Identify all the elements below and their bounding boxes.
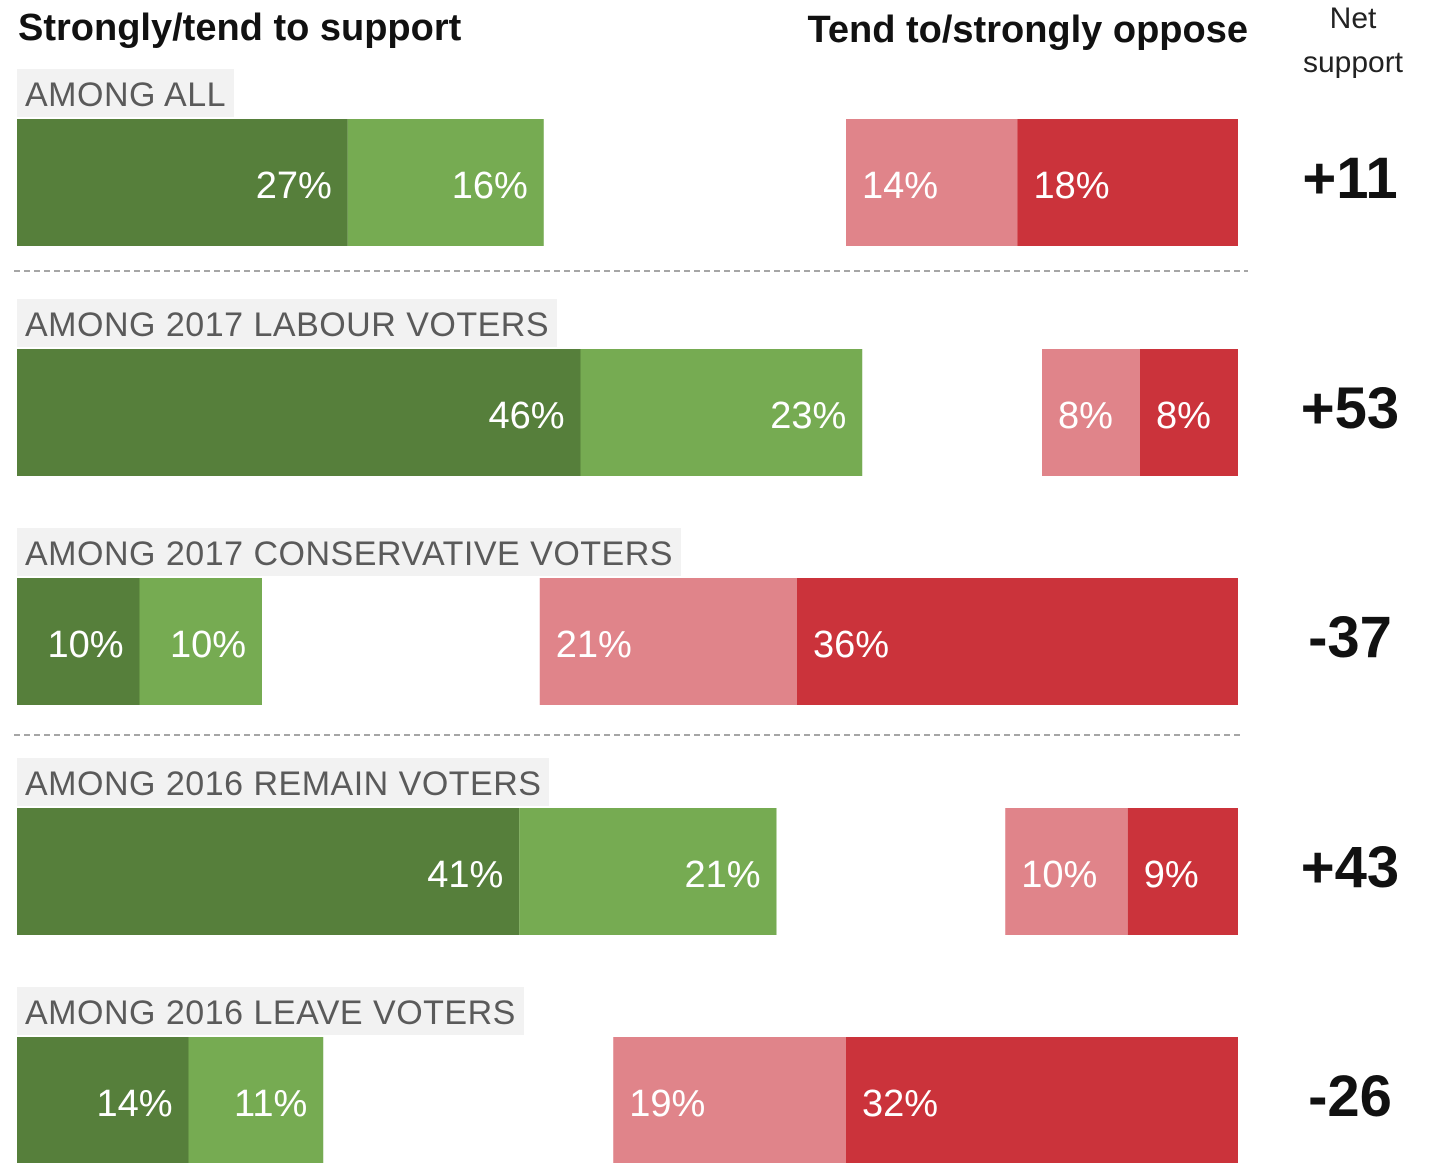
- bar-label-strongly_support: 27%: [256, 165, 332, 207]
- bar-groups: AMONG ALL 27% 16% 14% 18% +11 AMONG 2017 LABOU…: [14, 69, 1399, 1163]
- bar-strongly_oppose: [846, 1037, 1238, 1163]
- bar-label-tend_oppose: 21%: [556, 624, 632, 666]
- bar-group: AMONG 2016 REMAIN VOTERS 41% 21% 10% 9% +43: [17, 758, 1399, 935]
- bar-label-tend_support: 10%: [170, 624, 246, 666]
- bar-strongly_support: [17, 578, 140, 705]
- bar-label-strongly_oppose: 32%: [862, 1083, 938, 1125]
- bar-label-strongly_support: 10%: [47, 624, 123, 666]
- bar-label-strongly_oppose: 8%: [1156, 395, 1211, 437]
- support-header: Strongly/tend to support: [18, 7, 462, 49]
- group-label-background: [17, 758, 549, 806]
- bar-tend_oppose: [613, 1037, 846, 1163]
- bar-strongly_support: [17, 349, 581, 476]
- bar-label-strongly_oppose: 18%: [1034, 165, 1110, 207]
- bar-label-tend_oppose: 19%: [629, 1083, 705, 1125]
- bar-tend_oppose: [539, 578, 797, 705]
- bar-tend_support: [519, 808, 777, 935]
- bar-label-strongly_support: 46%: [488, 395, 564, 437]
- bar-tend_support: [139, 578, 262, 705]
- bar-group: AMONG 2017 CONSERVATIVE VOTERS 10% 10% 21% 3…: [17, 528, 1392, 705]
- group-label-background: [17, 528, 681, 576]
- net-support-value: +43: [1301, 835, 1399, 900]
- bar-strongly_support: [17, 119, 348, 246]
- group-label-background: [17, 69, 234, 117]
- bar-strongly_support: [17, 808, 520, 935]
- group-label: AMONG 2017 CONSERVATIVE VOTERS: [25, 535, 673, 573]
- net-support-value: +53: [1301, 376, 1399, 441]
- oppose-header: Tend to/strongly oppose: [807, 9, 1248, 51]
- bar-label-tend_support: 11%: [234, 1083, 307, 1125]
- bar-strongly_support: [17, 1037, 189, 1163]
- bar-group: AMONG ALL 27% 16% 14% 18% +11: [17, 69, 1398, 246]
- net-support-header-line1: Net: [1330, 2, 1377, 35]
- bar-label-tend_oppose: 14%: [862, 165, 938, 207]
- bar-tend_support: [580, 349, 863, 476]
- bar-tend_oppose: [846, 119, 1018, 246]
- net-support-value: -26: [1308, 1064, 1392, 1129]
- group-label-background: [17, 987, 524, 1035]
- bar-strongly_oppose: [1127, 808, 1238, 935]
- bar-tend_support: [347, 119, 544, 246]
- bar-tend_oppose: [1005, 808, 1128, 935]
- bar-group: AMONG 2017 LABOUR VOTERS 46% 23% 8% 8% +53: [17, 299, 1399, 476]
- group-label: AMONG 2017 LABOUR VOTERS: [25, 306, 549, 344]
- bar-label-strongly_support: 41%: [427, 854, 503, 896]
- net-support-header-line2: support: [1303, 46, 1404, 79]
- bar-strongly_oppose: [1017, 119, 1238, 246]
- net-support-value: +11: [1302, 146, 1397, 211]
- bar-label-tend_support: 16%: [452, 165, 528, 207]
- group-label: AMONG 2016 LEAVE VOTERS: [25, 994, 516, 1032]
- bar-label-tend_support: 21%: [684, 854, 760, 896]
- bar-tend_support: [188, 1037, 324, 1163]
- bar-label-strongly_oppose: 9%: [1144, 854, 1199, 896]
- bar-group: AMONG 2016 LEAVE VOTERS 14% 11% 19% 32% -26: [17, 987, 1392, 1163]
- group-label: AMONG 2016 REMAIN VOTERS: [25, 765, 541, 803]
- bar-label-tend_oppose: 8%: [1058, 395, 1113, 437]
- bar-label-strongly_support: 14%: [96, 1083, 172, 1125]
- bar-label-strongly_oppose: 36%: [813, 624, 889, 666]
- bar-label-tend_support: 23%: [770, 395, 846, 437]
- bar-tend_oppose: [1042, 349, 1140, 476]
- bar-strongly_oppose: [1140, 349, 1238, 476]
- net-support-value: -37: [1308, 605, 1392, 670]
- bar-label-tend_oppose: 10%: [1021, 854, 1097, 896]
- group-label-background: [17, 299, 557, 347]
- group-label: AMONG ALL: [25, 76, 226, 114]
- bar-strongly_oppose: [797, 578, 1238, 705]
